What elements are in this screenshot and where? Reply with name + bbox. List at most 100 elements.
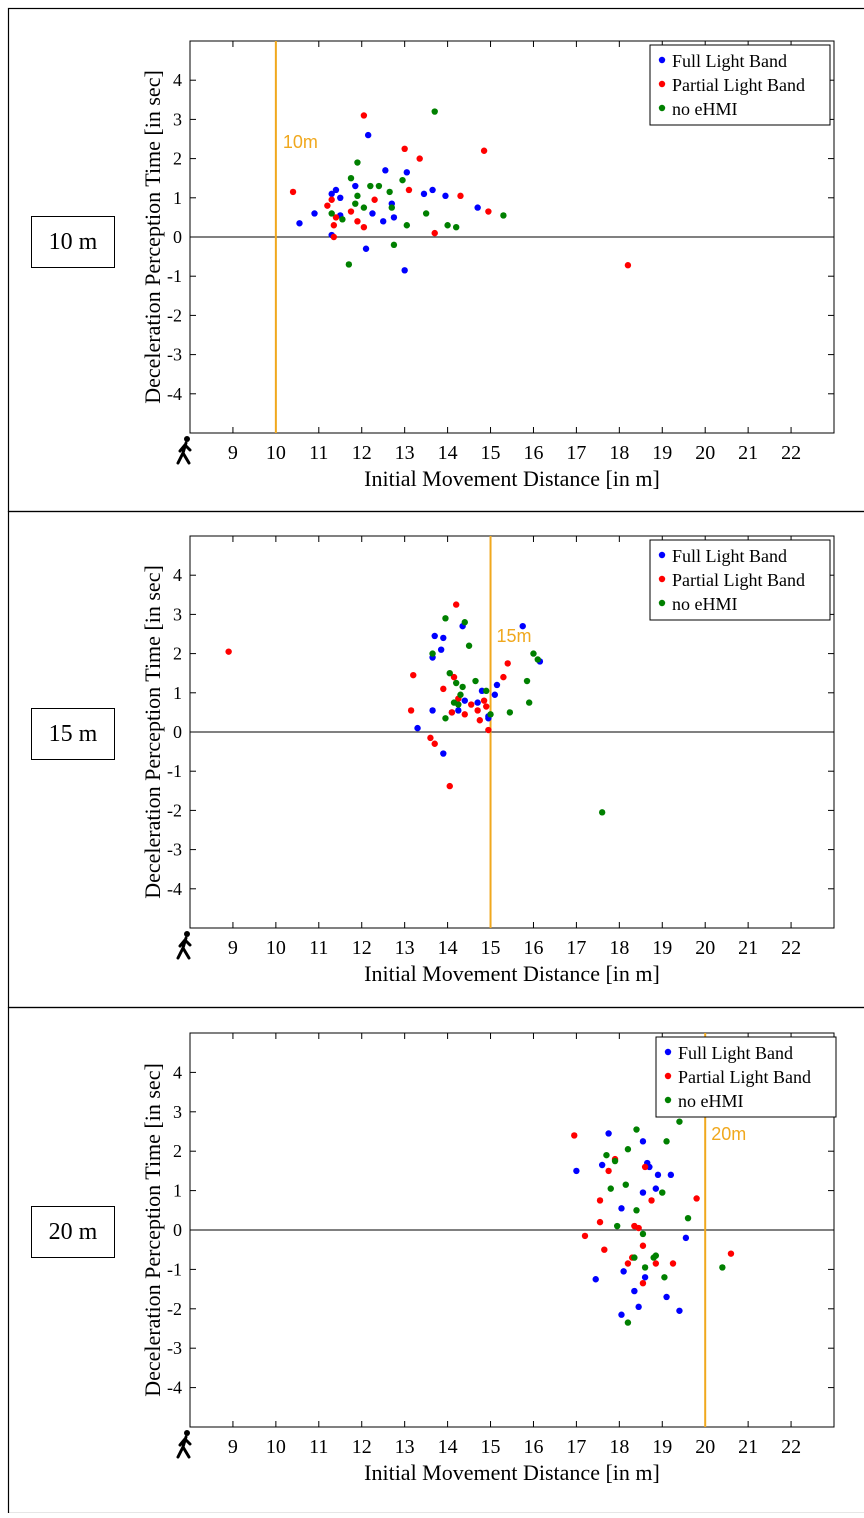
data-point (635, 1304, 641, 1310)
data-point (623, 1181, 629, 1187)
data-point (597, 1219, 603, 1225)
data-point (474, 699, 480, 705)
data-point (453, 601, 459, 607)
x-tick-label: 13 (395, 937, 415, 959)
data-point (693, 1195, 699, 1201)
x-tick-label: 22 (781, 442, 801, 464)
y-axis-label: Deceleration Perception Time [in sec] (140, 565, 165, 899)
x-tick-label: 12 (352, 1436, 372, 1458)
data-point (337, 195, 343, 201)
data-point (640, 1189, 646, 1195)
walking-person-icon-body (178, 1437, 190, 1457)
data-point (571, 1132, 577, 1138)
data-point (416, 155, 422, 161)
data-point (440, 750, 446, 756)
data-point (331, 234, 337, 240)
data-point (421, 191, 427, 197)
data-point (296, 220, 302, 226)
data-point (311, 210, 317, 216)
data-point (618, 1205, 624, 1211)
data-point (653, 1252, 659, 1258)
legend-marker (665, 1049, 671, 1055)
data-point (661, 1274, 667, 1280)
x-tick-label: 11 (309, 937, 328, 959)
x-tick-label: 20 (695, 937, 715, 959)
data-point (635, 1225, 641, 1231)
y-tick-label: 2 (173, 149, 182, 169)
data-point (601, 1247, 607, 1253)
data-point (530, 650, 536, 656)
y-tick-label: 0 (173, 722, 182, 742)
data-point (447, 783, 453, 789)
data-point (603, 1152, 609, 1158)
data-point (625, 1319, 631, 1325)
data-point (382, 167, 388, 173)
x-tick-label: 12 (352, 937, 372, 959)
y-tick-label: -4 (167, 1378, 182, 1398)
legend-entry: Full Light Band (672, 546, 787, 566)
data-point (401, 267, 407, 273)
legend-entry: no eHMI (678, 1091, 744, 1111)
data-point (363, 246, 369, 252)
data-point (432, 108, 438, 114)
data-point (361, 204, 367, 210)
walking-person-icon (178, 1430, 190, 1457)
data-point (472, 678, 478, 684)
data-point (599, 1162, 605, 1168)
data-point (352, 200, 358, 206)
data-point (453, 680, 459, 686)
data-point (391, 214, 397, 220)
data-point (455, 707, 461, 713)
data-point (440, 635, 446, 641)
data-point (676, 1118, 682, 1124)
y-tick-label: 4 (173, 565, 182, 585)
data-point (432, 633, 438, 639)
data-point (492, 692, 498, 698)
data-point (481, 697, 487, 703)
data-point (328, 197, 334, 203)
data-point (432, 741, 438, 747)
legend-marker (659, 81, 665, 87)
data-point (414, 725, 420, 731)
legend-marker (659, 576, 665, 582)
x-tick-label: 16 (523, 442, 543, 464)
data-point (573, 1168, 579, 1174)
x-axis-label: Initial Movement Distance [in m] (364, 466, 660, 491)
data-point (642, 1264, 648, 1270)
data-point (225, 648, 231, 654)
walking-person-icon-head (184, 931, 190, 937)
x-tick-label: 17 (566, 937, 586, 959)
x-tick-label: 20 (695, 442, 715, 464)
data-point (663, 1294, 669, 1300)
y-tick-label: 2 (173, 1141, 182, 1161)
y-axis-label: Deceleration Perception Time [in sec] (140, 70, 165, 404)
legend-marker (659, 552, 665, 558)
threshold-label: 10m (283, 132, 318, 152)
data-point (625, 262, 631, 268)
data-point (462, 619, 468, 625)
data-point (462, 697, 468, 703)
data-point (485, 208, 491, 214)
data-point (520, 623, 526, 629)
data-point (449, 709, 455, 715)
x-tick-label: 9 (228, 442, 238, 464)
walking-person-icon-body (178, 443, 190, 463)
data-point (618, 1312, 624, 1318)
data-point (354, 218, 360, 224)
data-point (361, 112, 367, 118)
x-tick-label: 20 (695, 1436, 715, 1458)
legend-entry: Partial Light Band (678, 1067, 811, 1087)
x-tick-label: 19 (652, 1436, 672, 1458)
data-point (432, 230, 438, 236)
x-tick-label: 18 (609, 937, 629, 959)
data-point (386, 189, 392, 195)
data-point (354, 159, 360, 165)
data-point (625, 1260, 631, 1266)
data-point (423, 210, 429, 216)
data-point (459, 684, 465, 690)
legend-entry: Full Light Band (678, 1043, 793, 1063)
data-point (348, 175, 354, 181)
data-point (668, 1172, 674, 1178)
data-point (354, 193, 360, 199)
walking-person-icon (178, 436, 190, 463)
